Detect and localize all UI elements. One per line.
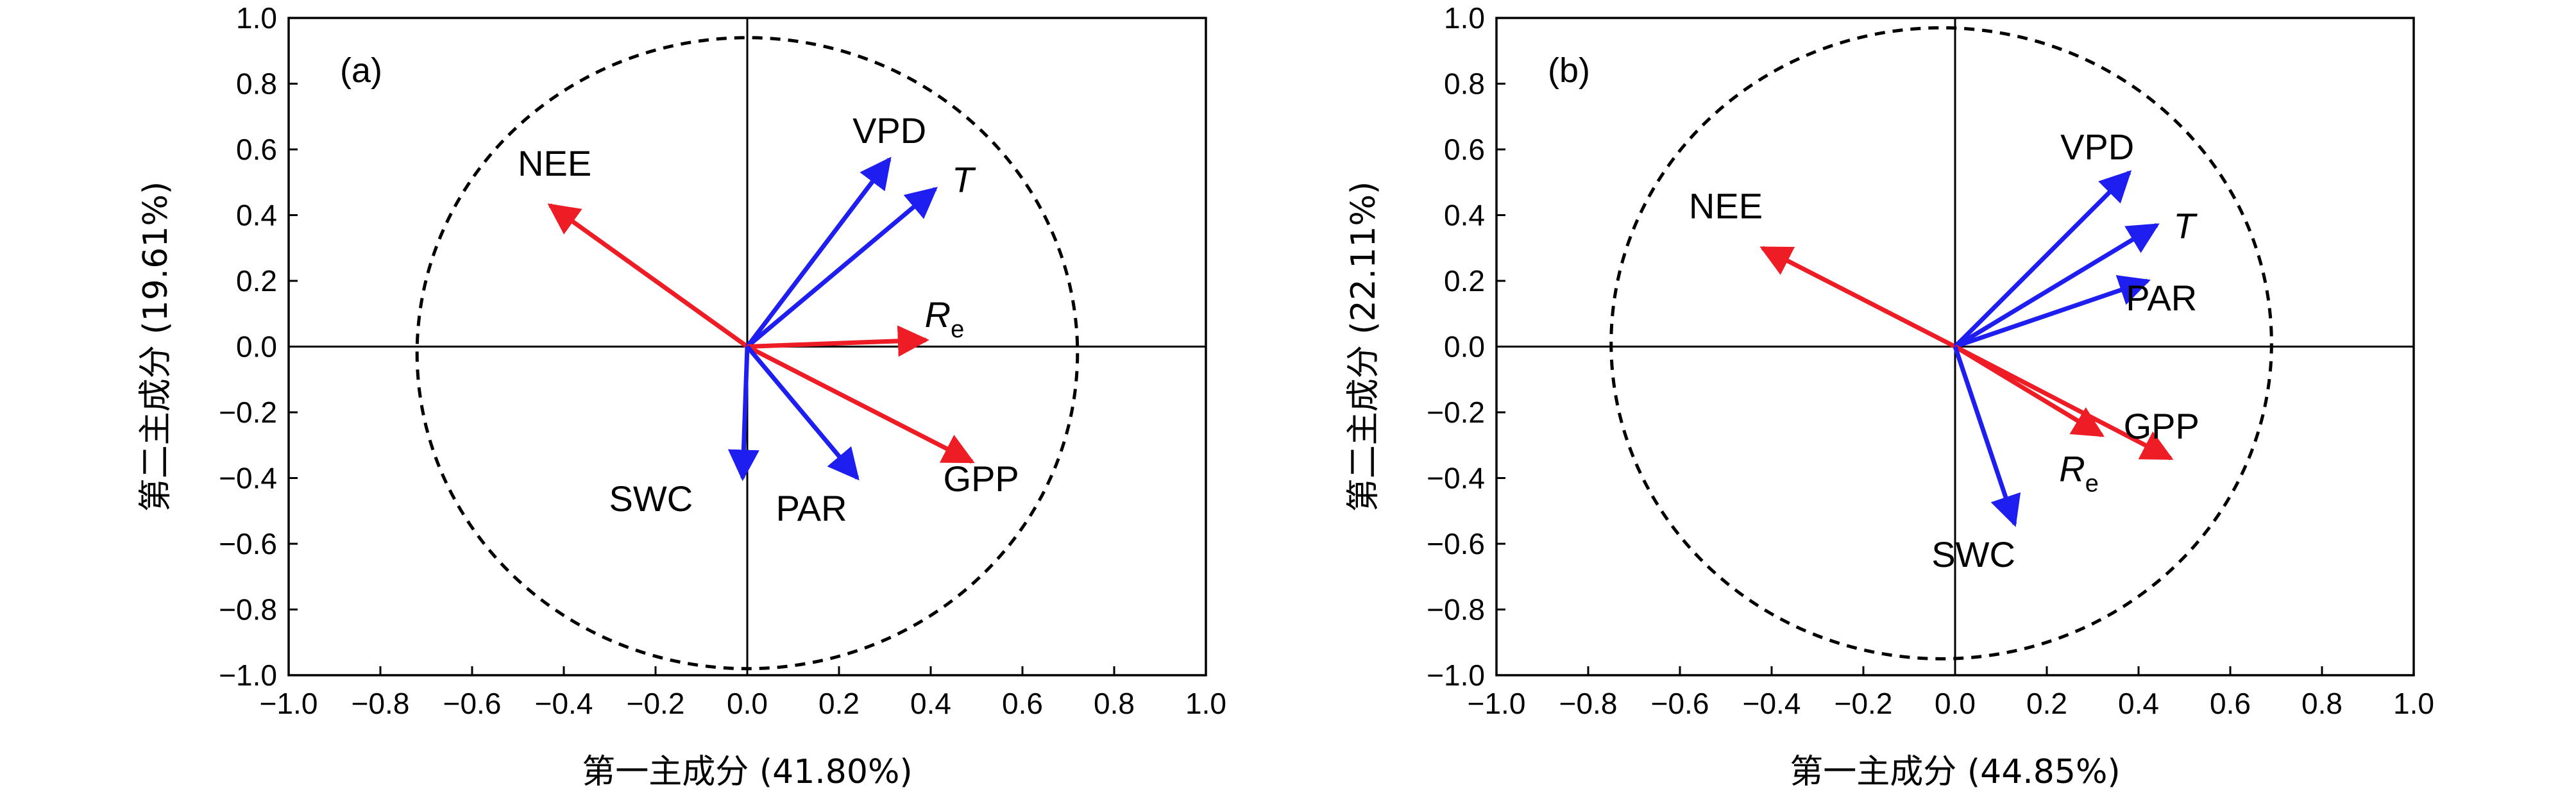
vector-label-vpd: VPD (852, 110, 926, 151)
y-tick-label: 0.2 (236, 264, 277, 298)
vector-swc (727, 346, 759, 482)
y-tick-label: 0.4 (1444, 199, 1485, 232)
y-tick-label: −0.6 (1427, 527, 1485, 560)
y-tick-label: −0.2 (1427, 396, 1485, 429)
vector-label-re: Re (2059, 449, 2099, 498)
y-tick-label: 1.0 (1444, 1, 1485, 35)
y-tick-label: −0.8 (219, 593, 277, 626)
vector-re (1954, 344, 2105, 437)
panel-b: −1.0−1.0 −0.8 −0.8 −0.6 −0.6 −0.4 −0.4 −0.2 −0.2… (1344, 1, 2434, 790)
correlation-circle (415, 36, 1080, 671)
vector-t (745, 187, 938, 349)
vector-label-t: T (952, 160, 976, 200)
y-tick-label: 1.0 (236, 1, 277, 35)
vector-nee (1759, 246, 1956, 349)
x-tick-label: 0.8 (1094, 687, 1135, 720)
vector-vpd (745, 156, 892, 348)
y-axis-label: 第二主成分 (19.61%) (137, 181, 175, 512)
vector-t (1954, 223, 2160, 349)
vector-label-re: Re (925, 294, 965, 343)
y-tick-label: −0.2 (219, 396, 277, 429)
x-tick-label: 0.6 (2210, 687, 2251, 720)
x-tick-label: 1.0 (1185, 687, 1226, 720)
vector-label-swc: SWC (1931, 534, 2015, 575)
y-axis-label: 第二主成分 (22.11%) (1344, 181, 1383, 512)
y-tick-label: −0.4 (219, 462, 277, 495)
vector-label-nee: NEE (518, 143, 591, 183)
x-tick-label: 0.2 (818, 687, 860, 720)
vector-re (747, 325, 929, 357)
x-tick-label: 0.6 (1002, 687, 1043, 720)
vector-label-swc: SWC (609, 478, 693, 519)
correlation-circle (1609, 26, 2273, 660)
panel-label: (a) (340, 51, 382, 90)
vector-label-vpd: VPD (2060, 126, 2134, 167)
x-tick-label: −0.8 (352, 687, 410, 720)
vector-par (745, 345, 860, 481)
y-tick-label: 0.8 (236, 67, 277, 101)
x-tick-label: −0.4 (1743, 687, 1801, 720)
y-tick-label: 0.0 (236, 330, 277, 364)
panel-a: −1.0−1.0 −0.8 −0.8 −0.6 −0.6 −0.4 −0.4 −0.2 −0.2… (137, 1, 1226, 790)
y-tick-label: 0.6 (236, 133, 277, 166)
x-tick-label: 0.8 (2301, 687, 2343, 720)
y-tick-label: −0.6 (219, 527, 277, 560)
y-tick-label: 0.8 (1444, 67, 1485, 101)
x-tick-label: 0.0 (1935, 687, 1976, 720)
vector-vpd (1953, 170, 2132, 348)
x-tick-label: −0.8 (1559, 687, 1618, 720)
x-tick-label: −0.6 (443, 687, 502, 720)
vector-label-t: T (2173, 205, 2198, 246)
y-tick-label: 0.0 (1444, 330, 1485, 364)
x-tick-label: 0.0 (727, 687, 768, 720)
vector-gpp (1954, 344, 2174, 460)
x-tick-label: −0.4 (535, 687, 593, 720)
y-tick-label: 0.6 (1444, 133, 1485, 166)
y-tick-label: −1.0 (219, 659, 277, 692)
vector-label-gpp: GPP (944, 458, 1019, 499)
x-tick-label: 1.0 (2393, 687, 2434, 720)
x-axis-label: 第一主成分 (41.80%) (582, 753, 912, 790)
x-tick-label: −1.0 (260, 687, 318, 720)
y-tick-label: −0.4 (1427, 462, 1485, 495)
x-tick-label: −0.2 (1835, 687, 1893, 720)
vector-label-gpp: GPP (2124, 406, 2199, 446)
y-tick-label: 0.2 (1444, 264, 1485, 298)
x-tick-label: 0.4 (2118, 687, 2159, 720)
vector-label-par: PAR (2126, 278, 2197, 318)
y-tick-label: 0.4 (236, 199, 277, 232)
x-tick-label: 0.4 (910, 687, 951, 720)
x-tick-label: −0.6 (1651, 687, 1709, 720)
vector-gpp (746, 344, 975, 464)
vector-swc (1953, 346, 2021, 527)
vector-par (1954, 275, 2151, 349)
x-axis-label: 第一主成分 (44.85%) (1790, 753, 2120, 790)
y-tick-label: −1.0 (1427, 659, 1485, 692)
x-tick-label: 0.2 (2026, 687, 2067, 720)
vector-nee (547, 203, 749, 349)
y-tick-label: −0.8 (1427, 593, 1485, 626)
vector-label-nee: NEE (1689, 186, 1763, 226)
vector-label-par: PAR (776, 488, 847, 528)
x-tick-label: −0.2 (627, 687, 685, 720)
panel-label: (b) (1548, 51, 1590, 90)
x-tick-label: −1.0 (1468, 687, 1526, 720)
